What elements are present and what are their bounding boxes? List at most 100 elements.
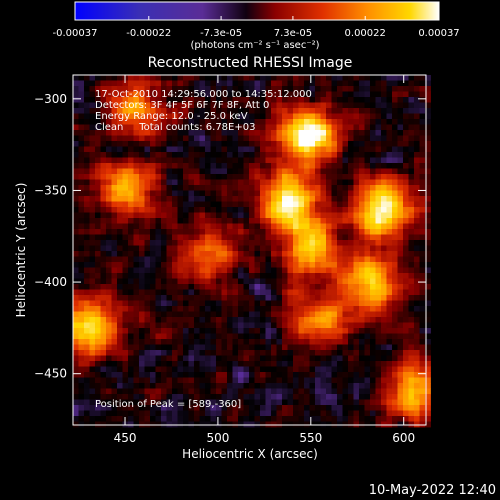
heatmap-cell bbox=[232, 152, 239, 158]
heatmap-cell bbox=[282, 416, 288, 422]
heatmap-cell bbox=[397, 350, 404, 356]
heatmap-cell bbox=[89, 361, 96, 367]
heatmap-cell bbox=[342, 350, 349, 356]
heatmap-cell bbox=[315, 372, 321, 378]
heatmap-cell bbox=[414, 91, 420, 98]
heatmap-cell bbox=[144, 300, 151, 307]
heatmap-cell bbox=[172, 119, 178, 125]
heatmap-cell bbox=[414, 394, 420, 400]
heatmap-cell bbox=[238, 251, 244, 257]
heatmap-cell bbox=[155, 190, 162, 197]
heatmap-cell bbox=[276, 119, 283, 125]
heatmap-cell bbox=[282, 141, 288, 147]
heatmap-cell bbox=[144, 372, 151, 378]
heatmap-cell bbox=[199, 289, 206, 296]
heatmap-cell bbox=[386, 196, 393, 202]
heatmap-cell bbox=[298, 251, 305, 257]
heatmap-cell bbox=[238, 75, 244, 81]
heatmap-cell bbox=[315, 300, 321, 307]
heatmap-cell bbox=[139, 108, 145, 114]
heatmap-cell bbox=[111, 218, 118, 224]
heatmap-cell bbox=[144, 361, 151, 367]
heatmap-cell bbox=[155, 273, 162, 279]
heatmap-cell bbox=[265, 383, 272, 389]
heatmap-cell bbox=[408, 212, 415, 219]
heatmap-cell bbox=[276, 410, 283, 417]
heatmap-cell bbox=[199, 124, 206, 131]
heatmap-cell bbox=[414, 75, 420, 81]
heatmap-cell bbox=[210, 168, 217, 175]
heatmap-cell bbox=[183, 240, 189, 246]
heatmap-cell bbox=[397, 113, 404, 120]
heatmap-cell bbox=[243, 240, 250, 246]
heatmap-cell bbox=[95, 306, 101, 312]
heatmap-cell bbox=[348, 91, 354, 98]
heatmap-cell bbox=[298, 190, 305, 197]
heatmap-cell bbox=[100, 141, 107, 147]
heatmap-cell bbox=[260, 262, 266, 268]
heatmap-cell bbox=[282, 174, 288, 180]
heatmap-cell bbox=[144, 97, 151, 103]
heatmap-cell bbox=[84, 311, 90, 318]
heatmap-cell bbox=[221, 339, 228, 345]
heatmap-cell bbox=[298, 212, 305, 219]
heatmap-cell bbox=[397, 262, 404, 268]
heatmap-cell bbox=[205, 86, 211, 92]
heatmap-cell bbox=[403, 146, 409, 153]
heatmap-cell bbox=[276, 212, 283, 219]
heatmap-cell bbox=[106, 344, 112, 351]
heatmap-cell bbox=[166, 328, 173, 334]
heatmap-cell bbox=[205, 267, 211, 274]
heatmap-cell bbox=[188, 361, 195, 367]
heatmap-cell bbox=[287, 185, 294, 191]
heatmap-cell bbox=[139, 421, 145, 428]
heatmap-cell bbox=[386, 218, 393, 224]
heatmap-cell bbox=[353, 372, 360, 378]
heatmap-cell bbox=[271, 234, 277, 241]
heatmap-cell bbox=[84, 190, 90, 197]
heatmap-cell bbox=[73, 196, 79, 202]
heatmap-cell bbox=[293, 289, 299, 296]
heatmap-cell bbox=[309, 146, 316, 153]
heatmap-cell bbox=[227, 245, 233, 252]
heatmap-cell bbox=[144, 339, 151, 345]
heatmap-cell bbox=[287, 168, 294, 175]
heatmap-cell bbox=[425, 273, 431, 279]
heatmap-cell bbox=[260, 350, 266, 356]
heatmap-cell bbox=[364, 146, 371, 153]
heatmap-cell bbox=[133, 168, 140, 175]
heatmap-cell bbox=[111, 394, 118, 400]
heatmap-cell bbox=[403, 361, 409, 367]
heatmap-cell bbox=[188, 416, 195, 422]
heatmap-cell bbox=[84, 91, 90, 98]
heatmap-cell bbox=[133, 284, 140, 290]
heatmap-cell bbox=[260, 141, 266, 147]
heatmap-cell bbox=[298, 278, 305, 285]
heatmap-cell bbox=[232, 383, 239, 389]
heatmap-cell bbox=[392, 300, 398, 307]
heatmap-cell bbox=[232, 146, 239, 153]
heatmap-cell bbox=[183, 207, 189, 213]
heatmap-cell bbox=[353, 86, 360, 92]
heatmap-cell bbox=[150, 273, 156, 279]
heatmap-cell bbox=[205, 179, 211, 186]
heatmap-cell bbox=[84, 377, 90, 384]
heatmap-cell bbox=[397, 278, 404, 285]
heatmap-cell bbox=[425, 245, 431, 252]
heatmap-cell bbox=[100, 130, 107, 136]
heatmap-cell bbox=[392, 97, 398, 103]
heatmap-cell bbox=[386, 113, 393, 120]
heatmap-cell bbox=[403, 251, 409, 257]
heatmap-cell bbox=[205, 344, 211, 351]
heatmap-cell bbox=[326, 399, 332, 406]
heatmap-cell bbox=[315, 75, 321, 81]
heatmap-cell bbox=[89, 207, 96, 213]
heatmap-cell bbox=[381, 80, 387, 87]
heatmap-cell bbox=[419, 416, 426, 422]
heatmap-cell bbox=[293, 124, 299, 131]
heatmap-cell bbox=[331, 124, 338, 131]
heatmap-cell bbox=[419, 295, 426, 301]
heatmap-cell bbox=[243, 91, 250, 98]
heatmap-cell bbox=[254, 339, 261, 345]
heatmap-cell bbox=[359, 405, 365, 411]
